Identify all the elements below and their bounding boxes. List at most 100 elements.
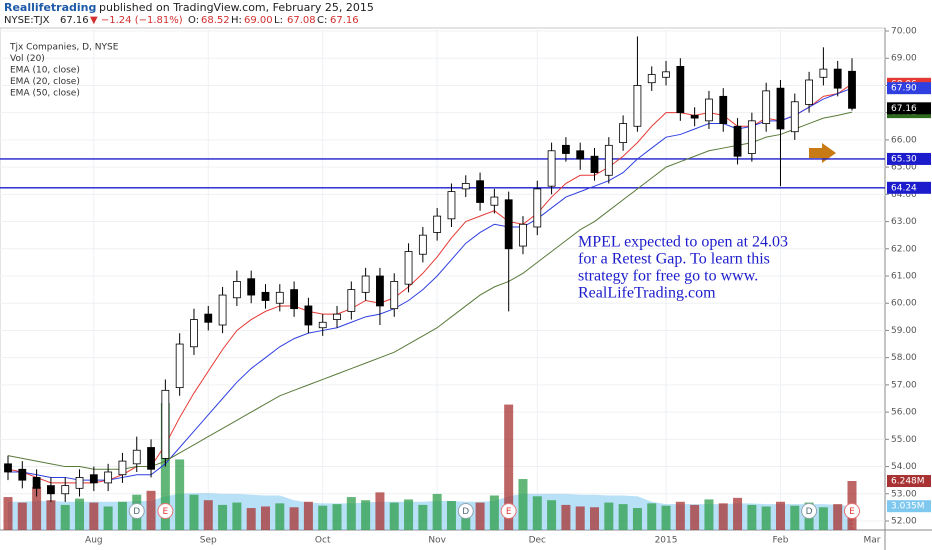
y-tick-label: 63.00: [891, 217, 917, 227]
volume-bar: [117, 501, 127, 530]
x-tick-label: 2015: [655, 536, 678, 546]
legend-entry: EMA (10, close): [10, 66, 80, 76]
candle-body: [490, 196, 499, 206]
volume-bar: [833, 504, 843, 530]
candle-body: [647, 74, 656, 84]
event-label: D: [133, 507, 140, 517]
candle-body: [633, 85, 642, 127]
volume-bar: [303, 501, 313, 530]
candle-body: [418, 234, 427, 255]
candle-body: [361, 275, 370, 293]
header-field: 67.08: [287, 15, 316, 26]
y-tick-label: 58.00: [891, 353, 917, 363]
volume-bar: [3, 497, 13, 530]
event-marker: [500, 503, 517, 519]
x-tick-label: Oct: [315, 536, 331, 546]
candle-body: [204, 313, 213, 323]
candle-body: [75, 477, 84, 489]
volume-bar: [704, 499, 714, 530]
volume-bar: [418, 504, 428, 530]
candle-body: [132, 449, 141, 465]
x-tick-label: Dec: [529, 536, 546, 546]
price-label: 6.248M: [891, 477, 925, 487]
volume-bar: [103, 506, 113, 530]
y-tick-label: 70.00: [891, 27, 917, 37]
y-tick-label: 64.00: [891, 190, 917, 200]
candle-body: [32, 477, 41, 489]
candle-body: [104, 471, 113, 484]
volume-bar: [189, 494, 199, 530]
event-label: D: [806, 507, 813, 517]
volume-bar: [518, 479, 528, 530]
candle-body: [819, 68, 828, 78]
header-field: 67.16: [330, 15, 359, 26]
volume-bar: [246, 508, 256, 530]
volume-bar: [375, 492, 385, 530]
price-label-box: [887, 500, 931, 513]
volume-bar: [60, 504, 70, 530]
candle-body: [519, 223, 527, 247]
candle-body: [175, 343, 184, 389]
candle-body: [376, 275, 384, 307]
volume-bar: [690, 504, 700, 530]
price-label: 64.24: [891, 183, 917, 193]
event-marker: [457, 503, 474, 519]
volume-bar: [75, 498, 85, 530]
volume-bar: [575, 506, 585, 530]
candle-body: [833, 68, 842, 89]
volume-bar: [775, 501, 785, 530]
header-field: 67.16: [60, 15, 89, 26]
volume-bar: [747, 504, 757, 530]
y-tick-label: 65.00: [891, 163, 917, 173]
price-label: 67.90: [891, 84, 917, 94]
volume-bar: [318, 505, 328, 530]
y-tick-label: 52.00: [891, 517, 917, 527]
event-marker: [157, 503, 174, 519]
volume-bar: [232, 502, 242, 530]
candle-body: [762, 90, 771, 124]
event-marker: [801, 503, 818, 519]
header-field: L:: [274, 15, 283, 26]
header-field: O:: [188, 15, 199, 26]
volume-bar: [432, 493, 442, 530]
event-label: D: [462, 507, 469, 517]
volume-bar: [203, 500, 213, 530]
candle-body: [232, 281, 241, 299]
candle-body: [805, 79, 813, 105]
volume-bar: [818, 507, 828, 530]
candle-body: [404, 251, 413, 285]
candle-body: [433, 215, 442, 233]
volume-bar: [89, 502, 99, 530]
volume-bar: [675, 501, 685, 530]
volume-bar: [604, 502, 614, 530]
candle-body: [4, 463, 12, 473]
candle-body: [61, 485, 70, 495]
volume-bar: [175, 459, 185, 530]
candle-body: [390, 281, 399, 310]
candle-body: [733, 125, 742, 157]
volume-bar: [761, 506, 771, 530]
y-tick-label: 54.00: [891, 462, 917, 472]
candle-body: [590, 155, 599, 173]
volume-bar: [547, 500, 557, 530]
candle-body: [662, 71, 670, 78]
candle-body: [190, 319, 198, 348]
legend-entry: Tjx Companies, D, NYSE: [9, 43, 119, 53]
volume-bar: [590, 507, 600, 530]
volume-bar: [532, 496, 542, 530]
candle-body: [747, 120, 756, 154]
price-label-box: [887, 152, 931, 165]
candle-body: [604, 144, 613, 176]
candle-body: [247, 278, 256, 296]
y-tick-label: 61.00: [891, 272, 917, 282]
y-tick-label: 66.00: [891, 135, 917, 145]
candle-body: [547, 150, 556, 187]
candle-body: [476, 180, 484, 203]
candle-body: [147, 447, 155, 470]
volume-bar: [618, 504, 628, 530]
candle-body: [290, 289, 299, 310]
y-tick-label: 59.00: [891, 326, 917, 336]
candle-body: [161, 389, 170, 459]
event-label: E: [163, 507, 169, 517]
